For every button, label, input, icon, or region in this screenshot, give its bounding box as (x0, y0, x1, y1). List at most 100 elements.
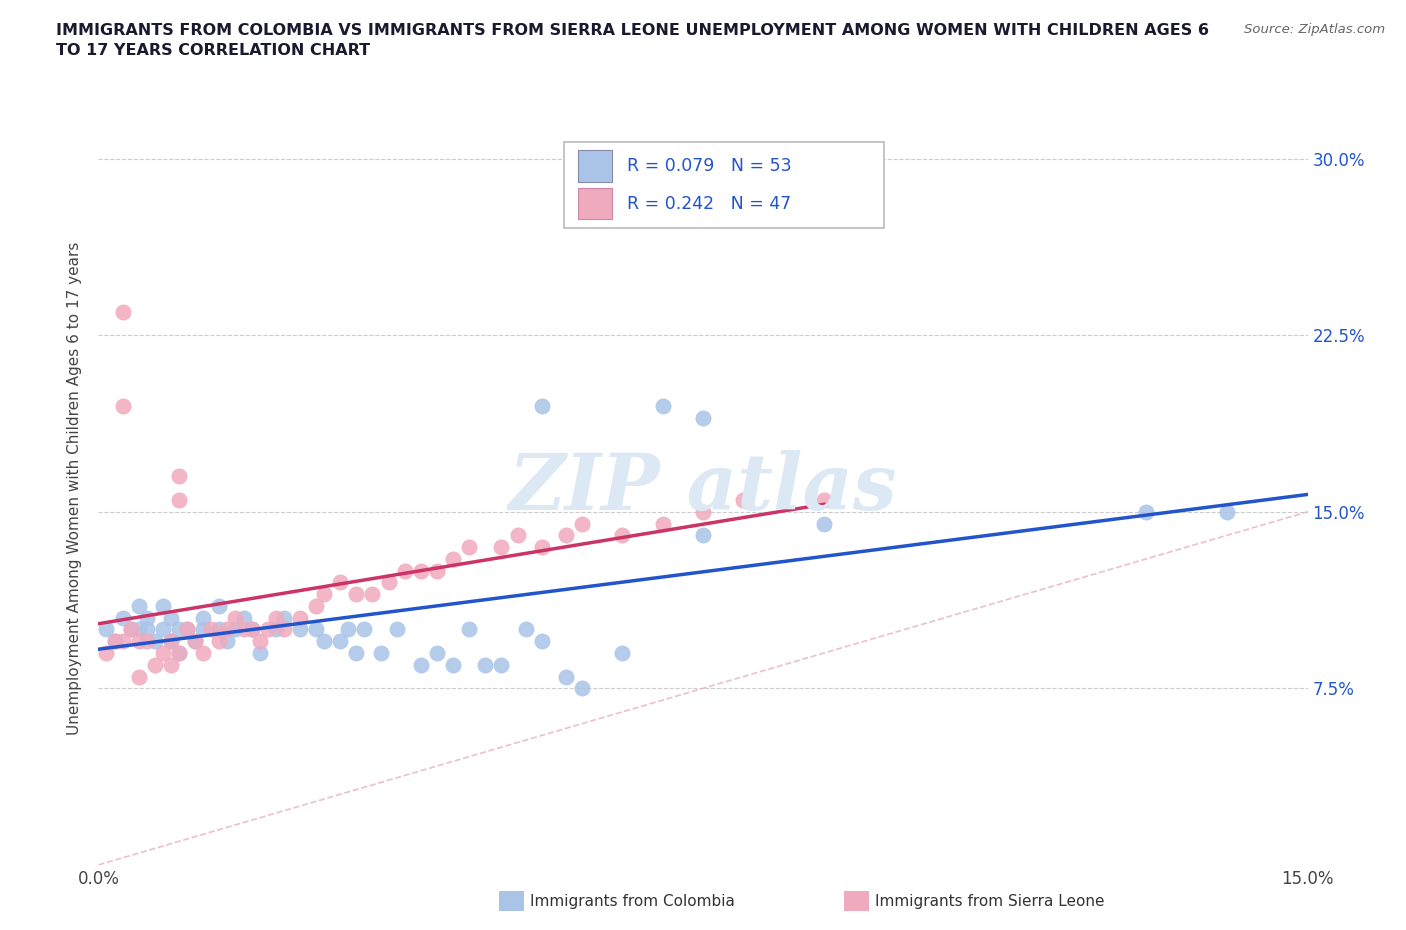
Point (377, 575, 399, 590)
Point (200, 622, 222, 637)
Point (135, 610, 157, 625)
Point (167, 469, 190, 484)
Text: ZIP atlas: ZIP atlas (509, 450, 897, 526)
Point (111, 634, 134, 649)
Point (813, 493, 835, 508)
Point (240, 622, 263, 637)
Point (361, 587, 384, 602)
Point (103, 634, 125, 649)
Point (530, 539, 553, 554)
Point (208, 622, 231, 637)
Point (143, 658, 166, 672)
Point (491, 539, 513, 554)
Point (612, 528, 634, 543)
Point (530, 634, 553, 649)
Point (273, 610, 295, 625)
Point (409, 658, 432, 672)
Point (305, 599, 328, 614)
Point (193, 622, 215, 637)
Text: Immigrants from Colombia: Immigrants from Colombia (530, 894, 735, 909)
Text: Immigrants from Sierra Leone: Immigrants from Sierra Leone (875, 894, 1104, 909)
Point (1216, 504, 1239, 519)
Point (167, 645, 190, 660)
Point (491, 658, 513, 672)
Point (515, 622, 537, 637)
Point (314, 587, 336, 602)
Point (184, 634, 207, 649)
Point (232, 622, 254, 637)
Point (337, 622, 360, 637)
Point (692, 504, 714, 519)
Point (167, 493, 190, 508)
Text: Source: ZipAtlas.com: Source: ZipAtlas.com (1244, 23, 1385, 36)
Point (426, 564, 449, 578)
Point (217, 622, 239, 637)
Point (273, 622, 295, 637)
Point (249, 645, 271, 660)
Point (305, 622, 328, 637)
Point (288, 622, 311, 637)
Point (120, 622, 142, 637)
Point (176, 622, 198, 637)
Point (353, 622, 375, 637)
Point (249, 634, 271, 649)
Point (184, 634, 207, 649)
Point (441, 551, 464, 566)
Point (733, 493, 755, 508)
Point (458, 622, 481, 637)
Point (152, 645, 174, 660)
Point (409, 564, 432, 578)
Point (160, 634, 183, 649)
FancyBboxPatch shape (578, 150, 613, 181)
Point (555, 670, 578, 684)
Point (240, 622, 263, 637)
Point (612, 645, 634, 660)
Point (103, 634, 125, 649)
Point (329, 634, 352, 649)
Point (167, 645, 190, 660)
Point (530, 398, 553, 413)
Point (135, 634, 157, 649)
Point (208, 634, 231, 649)
Point (314, 634, 336, 649)
Point (96, 622, 118, 637)
Point (128, 622, 150, 637)
Point (176, 622, 198, 637)
Point (426, 645, 449, 660)
FancyBboxPatch shape (564, 141, 884, 229)
Point (474, 658, 496, 672)
Point (1135, 504, 1157, 519)
Point (152, 622, 174, 637)
Text: R = 0.242   N = 47: R = 0.242 N = 47 (627, 194, 792, 212)
Point (288, 610, 311, 625)
Point (120, 622, 142, 637)
Point (571, 516, 593, 531)
Point (128, 670, 150, 684)
Point (232, 610, 254, 625)
Point (128, 599, 150, 614)
Point (571, 681, 593, 696)
Point (458, 539, 481, 554)
Point (370, 645, 392, 660)
Point (506, 528, 529, 543)
Point (160, 634, 183, 649)
Point (441, 658, 464, 672)
Point (208, 599, 231, 614)
Point (385, 622, 408, 637)
Point (193, 610, 215, 625)
Point (394, 564, 416, 578)
Point (160, 610, 183, 625)
Point (224, 610, 246, 625)
FancyBboxPatch shape (578, 188, 613, 219)
Text: R = 0.079   N = 53: R = 0.079 N = 53 (627, 157, 792, 175)
Point (264, 622, 287, 637)
Point (344, 645, 367, 660)
Point (193, 645, 215, 660)
Text: IMMIGRANTS FROM COLOMBIA VS IMMIGRANTS FROM SIERRA LEONE UNEMPLOYMENT AMONG WOME: IMMIGRANTS FROM COLOMBIA VS IMMIGRANTS F… (56, 23, 1209, 58)
Point (555, 528, 578, 543)
Point (135, 622, 157, 637)
Point (692, 528, 714, 543)
Point (692, 410, 714, 425)
Y-axis label: Unemployment Among Women with Children Ages 6 to 17 years: Unemployment Among Women with Children A… (67, 242, 83, 735)
Point (217, 634, 239, 649)
